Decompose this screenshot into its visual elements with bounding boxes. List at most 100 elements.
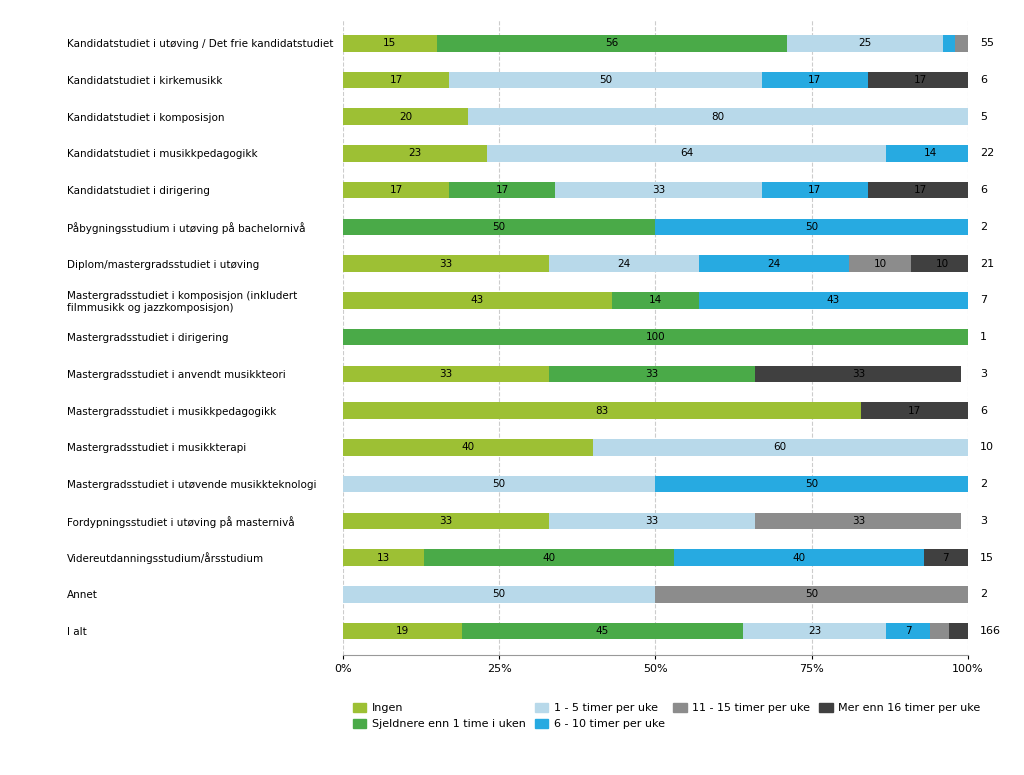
Text: 55: 55 <box>980 38 994 48</box>
Bar <box>849 256 911 272</box>
Text: 21: 21 <box>980 259 994 269</box>
Text: 17: 17 <box>808 75 821 85</box>
Text: 56: 56 <box>605 38 618 48</box>
Bar <box>756 366 962 382</box>
Bar <box>699 256 849 272</box>
Bar <box>343 512 549 529</box>
Bar <box>762 72 867 88</box>
Text: 33: 33 <box>852 369 865 379</box>
Text: 43: 43 <box>471 295 484 305</box>
Bar <box>786 35 943 51</box>
Text: 14: 14 <box>649 295 662 305</box>
Text: 24: 24 <box>767 259 780 269</box>
Bar <box>756 512 962 529</box>
Bar <box>343 329 968 346</box>
Text: 23: 23 <box>808 626 821 636</box>
Bar <box>486 145 887 162</box>
Text: 17: 17 <box>908 405 922 415</box>
Bar <box>424 549 674 566</box>
Text: 33: 33 <box>439 369 453 379</box>
Bar <box>549 256 699 272</box>
Text: 2: 2 <box>980 479 987 489</box>
Text: 15: 15 <box>383 38 396 48</box>
Text: 83: 83 <box>596 405 609 415</box>
Bar <box>343 182 450 198</box>
Text: 2: 2 <box>980 222 987 232</box>
Bar <box>343 219 655 235</box>
Text: 24: 24 <box>617 259 631 269</box>
Text: 50: 50 <box>493 589 506 599</box>
Text: 45: 45 <box>596 626 609 636</box>
Text: 50: 50 <box>805 589 818 599</box>
Bar <box>911 256 974 272</box>
Bar <box>655 476 968 492</box>
Text: 50: 50 <box>599 75 612 85</box>
Text: 33: 33 <box>439 259 453 269</box>
Bar <box>742 623 887 639</box>
Bar <box>462 623 742 639</box>
Bar <box>555 182 762 198</box>
Bar <box>343 586 655 602</box>
Bar <box>343 72 450 88</box>
Text: 10: 10 <box>936 259 949 269</box>
Bar <box>549 366 756 382</box>
Bar <box>343 256 549 272</box>
Text: 7: 7 <box>905 626 911 636</box>
Text: 14: 14 <box>924 149 937 158</box>
Bar <box>930 623 949 639</box>
Text: 33: 33 <box>645 516 658 525</box>
Text: 40: 40 <box>543 553 556 563</box>
Text: 64: 64 <box>680 149 693 158</box>
Text: 15: 15 <box>980 553 994 563</box>
Text: 50: 50 <box>493 222 506 232</box>
Text: 7: 7 <box>980 295 987 305</box>
Text: 33: 33 <box>852 516 865 525</box>
Text: 166: 166 <box>980 626 1001 636</box>
Text: 17: 17 <box>389 185 402 195</box>
Bar <box>343 402 861 419</box>
Bar <box>450 182 555 198</box>
Bar <box>343 366 549 382</box>
Bar <box>343 35 436 51</box>
Text: 20: 20 <box>399 112 412 122</box>
Bar <box>674 549 924 566</box>
Text: 25: 25 <box>858 38 871 48</box>
Bar <box>655 219 968 235</box>
Text: 80: 80 <box>712 112 724 122</box>
Text: 3: 3 <box>980 516 987 525</box>
Text: 7: 7 <box>942 553 949 563</box>
Text: 17: 17 <box>808 185 821 195</box>
Text: 40: 40 <box>462 443 474 453</box>
Bar <box>949 623 968 639</box>
Bar <box>867 182 974 198</box>
Bar <box>343 476 655 492</box>
Text: 17: 17 <box>914 185 928 195</box>
Text: 40: 40 <box>793 553 806 563</box>
Text: 33: 33 <box>439 516 453 525</box>
Bar <box>450 72 762 88</box>
Text: 33: 33 <box>645 369 658 379</box>
Text: 6: 6 <box>980 185 987 195</box>
Text: 17: 17 <box>496 185 509 195</box>
Text: 10: 10 <box>980 443 994 453</box>
Bar <box>655 586 968 602</box>
Bar <box>343 292 611 308</box>
Bar <box>343 439 593 456</box>
Text: 50: 50 <box>493 479 506 489</box>
Text: 43: 43 <box>826 295 840 305</box>
Text: 50: 50 <box>805 222 818 232</box>
Text: 33: 33 <box>652 185 666 195</box>
Text: 13: 13 <box>377 553 390 563</box>
Bar <box>436 35 786 51</box>
Text: 100: 100 <box>645 332 666 342</box>
Text: 3: 3 <box>980 369 987 379</box>
Bar <box>924 549 968 566</box>
Text: 10: 10 <box>873 259 887 269</box>
Text: 6: 6 <box>980 405 987 415</box>
Legend: Ingen, Sjeldnere enn 1 time i uken, 1 - 5 timer per uke, 6 - 10 timer per uke, 1: Ingen, Sjeldnere enn 1 time i uken, 1 - … <box>348 698 985 734</box>
Bar <box>887 623 930 639</box>
Bar <box>343 109 468 125</box>
Text: 60: 60 <box>774 443 786 453</box>
Bar <box>343 549 424 566</box>
Bar <box>861 402 968 419</box>
